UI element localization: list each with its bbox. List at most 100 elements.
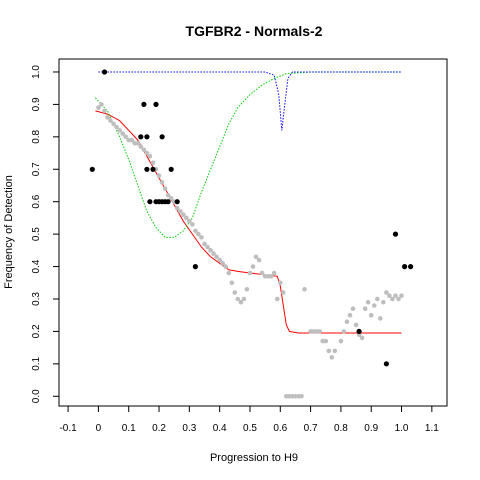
gray-data-point [114, 124, 119, 130]
chart-title: TGFBR2 - Normals-2 [186, 23, 323, 39]
gray-data-point [241, 296, 247, 302]
gray-data-point [271, 270, 277, 276]
gray-data-point [281, 290, 286, 295]
x-tick-label: -0.1 [59, 423, 77, 434]
x-tick-label: 0.3 [182, 423, 196, 434]
y-tick-label: 1.0 [31, 65, 42, 79]
data-points [89, 69, 414, 399]
gray-data-point [359, 335, 365, 341]
gray-data-point [96, 105, 101, 110]
x-tick-label: 0.9 [364, 423, 378, 434]
gray-data-point [317, 329, 323, 334]
y-tick-label: 0.7 [31, 162, 42, 176]
gray-data-point [184, 215, 189, 221]
gray-data-point [253, 254, 259, 260]
x-tick-label: 0.7 [304, 423, 318, 434]
gray-data-point [375, 296, 380, 302]
gray-data-point [384, 290, 389, 295]
gray-data-point [347, 312, 353, 318]
x-tick-label: 0.2 [152, 423, 166, 434]
black-data-point [383, 361, 389, 367]
gray-data-point [238, 299, 244, 305]
x-tick-label: 0.4 [213, 423, 227, 434]
x-tick-label: 1.0 [395, 423, 409, 434]
black-data-point [144, 134, 150, 140]
gray-data-point [338, 338, 344, 344]
y-tick-label: 0.4 [31, 259, 42, 273]
gray-data-point [105, 115, 110, 120]
y-tick-label: 0.6 [31, 194, 42, 208]
gray-data-point [229, 280, 235, 286]
gray-data-point [332, 348, 338, 354]
black-data-point [392, 231, 399, 237]
x-tick-label: 0.5 [243, 423, 257, 434]
gray-data-point [144, 150, 150, 156]
gray-data-point [202, 241, 207, 247]
gray-data-point [205, 244, 210, 250]
gray-data-point [341, 329, 347, 334]
gray-data-point [268, 274, 274, 279]
gray-data-point [111, 121, 116, 127]
gray-data-point [232, 290, 238, 295]
gray-data-point [387, 293, 392, 299]
gray-data-point [147, 154, 153, 159]
gray-data-point [168, 196, 174, 201]
gray-data-point [178, 209, 183, 214]
gray-data-point [193, 228, 198, 234]
black-data-point [144, 166, 150, 172]
red-curve-line [95, 110, 402, 334]
black-data-point [402, 264, 408, 270]
x-tick-label: 0.8 [334, 423, 348, 434]
gray-data-point [208, 248, 213, 253]
gray-data-point [350, 306, 356, 312]
gray-data-point [159, 179, 165, 185]
y-tick-label: 0.1 [31, 356, 42, 370]
gray-data-point [156, 173, 162, 178]
y-tick-label: 0.5 [31, 227, 42, 241]
gray-data-point [329, 355, 335, 360]
gray-data-point [174, 205, 180, 211]
gray-data-point [135, 141, 141, 146]
gray-data-point [150, 160, 156, 166]
gray-data-point [244, 287, 250, 292]
black-data-point [168, 166, 174, 172]
y-axis-label: Frequency of Detection [3, 175, 15, 289]
gray-data-point [211, 251, 216, 256]
gray-data-point [372, 303, 377, 308]
blue-curve-line [98, 71, 402, 131]
black-data-point [138, 134, 144, 140]
black-data-point [147, 199, 153, 205]
gray-data-point [199, 235, 204, 240]
gray-data-point [399, 293, 404, 299]
black-data-point [408, 264, 414, 270]
gray-data-point [393, 293, 398, 299]
x-tick-label: 1.1 [425, 423, 439, 434]
gray-data-point [302, 287, 307, 292]
gray-data-point [259, 270, 265, 276]
black-data-point [89, 166, 95, 172]
black-data-point [153, 101, 159, 107]
y-tick-label: 0.8 [31, 129, 42, 143]
gray-data-point [129, 137, 135, 143]
gray-data-point [256, 257, 262, 263]
gray-data-point [196, 231, 201, 237]
gray-data-point [326, 348, 332, 354]
x-tick-label: 0.1 [122, 423, 136, 434]
green-curve-line [95, 71, 402, 238]
x-axis: -0.1 0 0.1 0.2 0.3 0.4 0.5 0.6 0.7 0.8 0.9 1.0 1.1 [59, 406, 439, 434]
black-data-point [192, 264, 198, 270]
gray-data-point [275, 296, 280, 302]
gray-data-point [235, 296, 241, 302]
x-tick-label: 0 [96, 423, 102, 434]
gray-data-point [353, 322, 359, 328]
gray-data-point [247, 270, 253, 276]
gray-data-point [123, 134, 128, 140]
black-data-point [159, 134, 165, 140]
gray-data-point [250, 264, 256, 269]
y-tick-label: 0.3 [31, 292, 42, 306]
gray-data-point [102, 108, 107, 114]
y-tick-label: 0.0 [31, 389, 42, 403]
gray-data-point [138, 144, 144, 149]
black-data-point [356, 328, 362, 334]
